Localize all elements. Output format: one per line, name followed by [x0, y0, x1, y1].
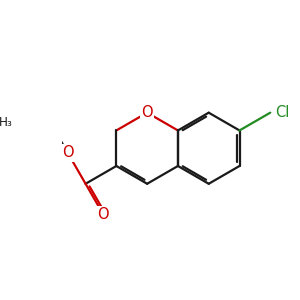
Text: O: O — [141, 105, 153, 120]
Text: O: O — [62, 146, 74, 160]
Text: Cl: Cl — [276, 105, 290, 120]
Text: O: O — [98, 207, 109, 222]
Text: H₃: H₃ — [0, 116, 13, 129]
